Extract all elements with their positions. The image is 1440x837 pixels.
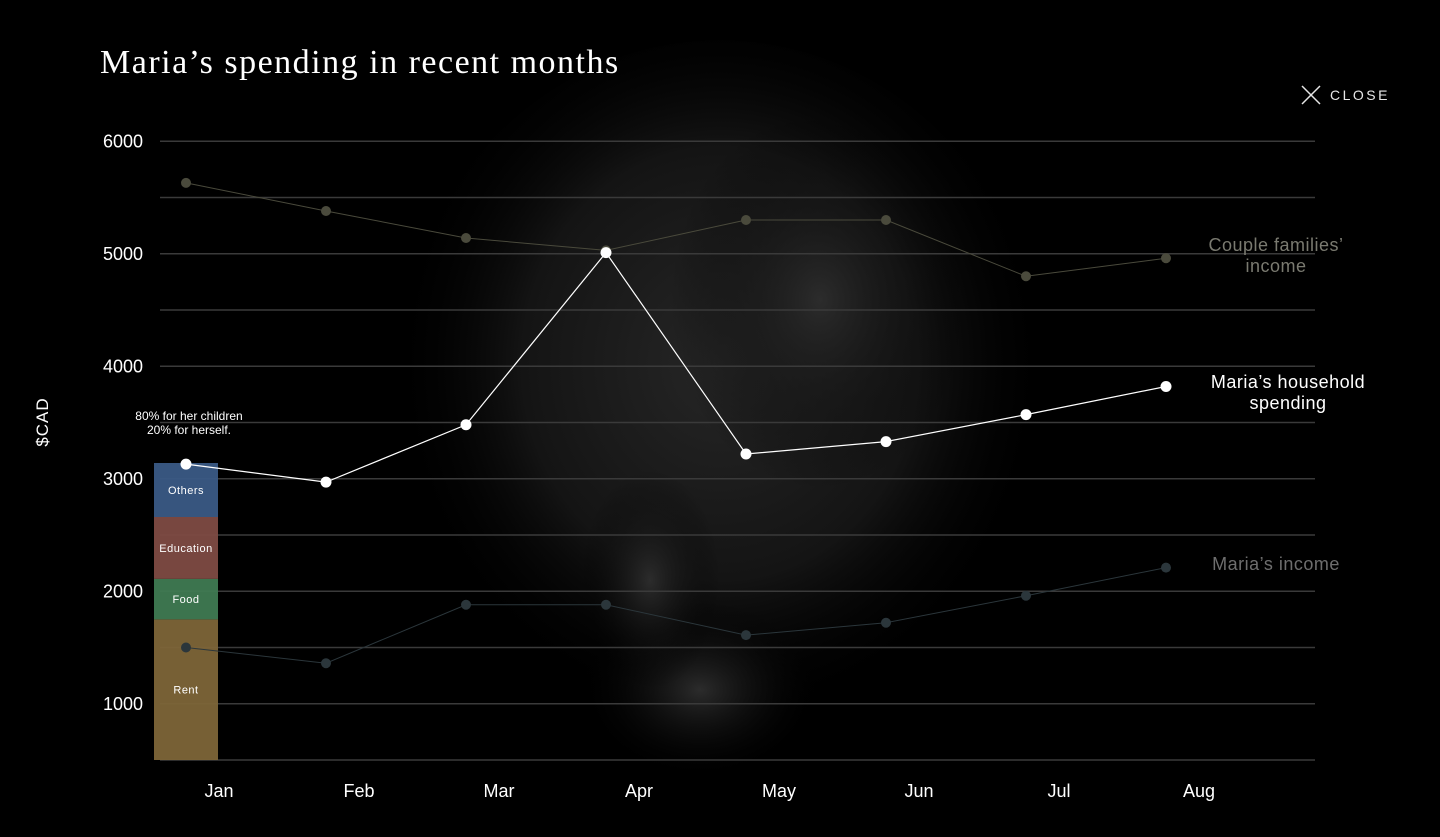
- y-tick-label: 3000: [103, 469, 143, 489]
- x-tick-label: Jul: [1047, 781, 1070, 801]
- x-tick-label: Jun: [904, 781, 933, 801]
- data-point-household: [460, 419, 472, 431]
- y-tick-label: 6000: [103, 131, 143, 151]
- x-tick-label: Aug: [1183, 781, 1215, 801]
- data-point-income: [601, 599, 611, 610]
- breakdown-label-education: Education: [159, 543, 212, 555]
- breakdown-annotation: 80% for her children: [135, 409, 242, 423]
- data-point-couple: [881, 215, 891, 225]
- y-tick-label: 1000: [103, 694, 143, 714]
- series-label-income: Maria’s income: [1212, 554, 1340, 574]
- series-label-household: Maria’s household: [1211, 372, 1365, 392]
- breakdown-annotation: 20% for herself.: [147, 423, 231, 437]
- breakdown-segment-others: [154, 463, 218, 517]
- data-point-couple: [1021, 271, 1031, 282]
- data-point-household: [880, 436, 892, 448]
- series-line-household: [185, 251, 1167, 483]
- y-axis-label: $CAD: [33, 397, 52, 446]
- data-point-household: [180, 458, 192, 470]
- close-label: CLOSE: [1330, 87, 1390, 103]
- breakdown-segment-food: [154, 578, 218, 620]
- data-point-income: [181, 642, 191, 653]
- breakdown-label-food: Food: [172, 594, 199, 606]
- data-point-couple: [1161, 253, 1171, 264]
- data-point-household: [320, 476, 332, 488]
- data-point-household: [1020, 409, 1032, 421]
- x-tick-label: Jan: [204, 781, 233, 801]
- data-point-income: [881, 617, 891, 628]
- data-point-income: [1161, 562, 1171, 573]
- x-tick-label: May: [762, 781, 796, 801]
- series-line-couple: [185, 182, 1167, 277]
- data-point-couple: [461, 233, 471, 243]
- data-point-income: [741, 630, 751, 641]
- data-point-couple: [181, 177, 191, 188]
- page-title: Maria’s spending in recent months: [100, 44, 620, 81]
- data-point-couple: [321, 206, 331, 216]
- data-point-income: [321, 658, 331, 669]
- x-tick-label: Feb: [343, 781, 374, 801]
- series-label-household: spending: [1249, 393, 1326, 413]
- y-tick-label: 4000: [103, 356, 143, 376]
- close-icon: [1301, 85, 1321, 105]
- series-label-couple: income: [1245, 256, 1306, 276]
- series-label-couple: Couple families’: [1208, 235, 1343, 255]
- breakdown-label-others: Others: [168, 485, 204, 497]
- x-tick-label: Mar: [484, 781, 515, 801]
- y-tick-label: 2000: [103, 581, 143, 601]
- breakdown-label-rent: Rent: [173, 685, 198, 697]
- series-line-income: [185, 567, 1167, 664]
- data-point-income: [1021, 590, 1031, 601]
- data-point-couple: [741, 215, 751, 225]
- data-point-household: [1160, 381, 1172, 392]
- breakdown-segment-education: [154, 517, 218, 579]
- close-button[interactable]: CLOSE: [1300, 82, 1390, 108]
- x-tick-label: Apr: [625, 781, 653, 801]
- data-point-household: [740, 448, 752, 460]
- data-point-income: [461, 599, 471, 610]
- y-tick-label: 5000: [103, 244, 143, 264]
- data-point-household: [600, 247, 612, 259]
